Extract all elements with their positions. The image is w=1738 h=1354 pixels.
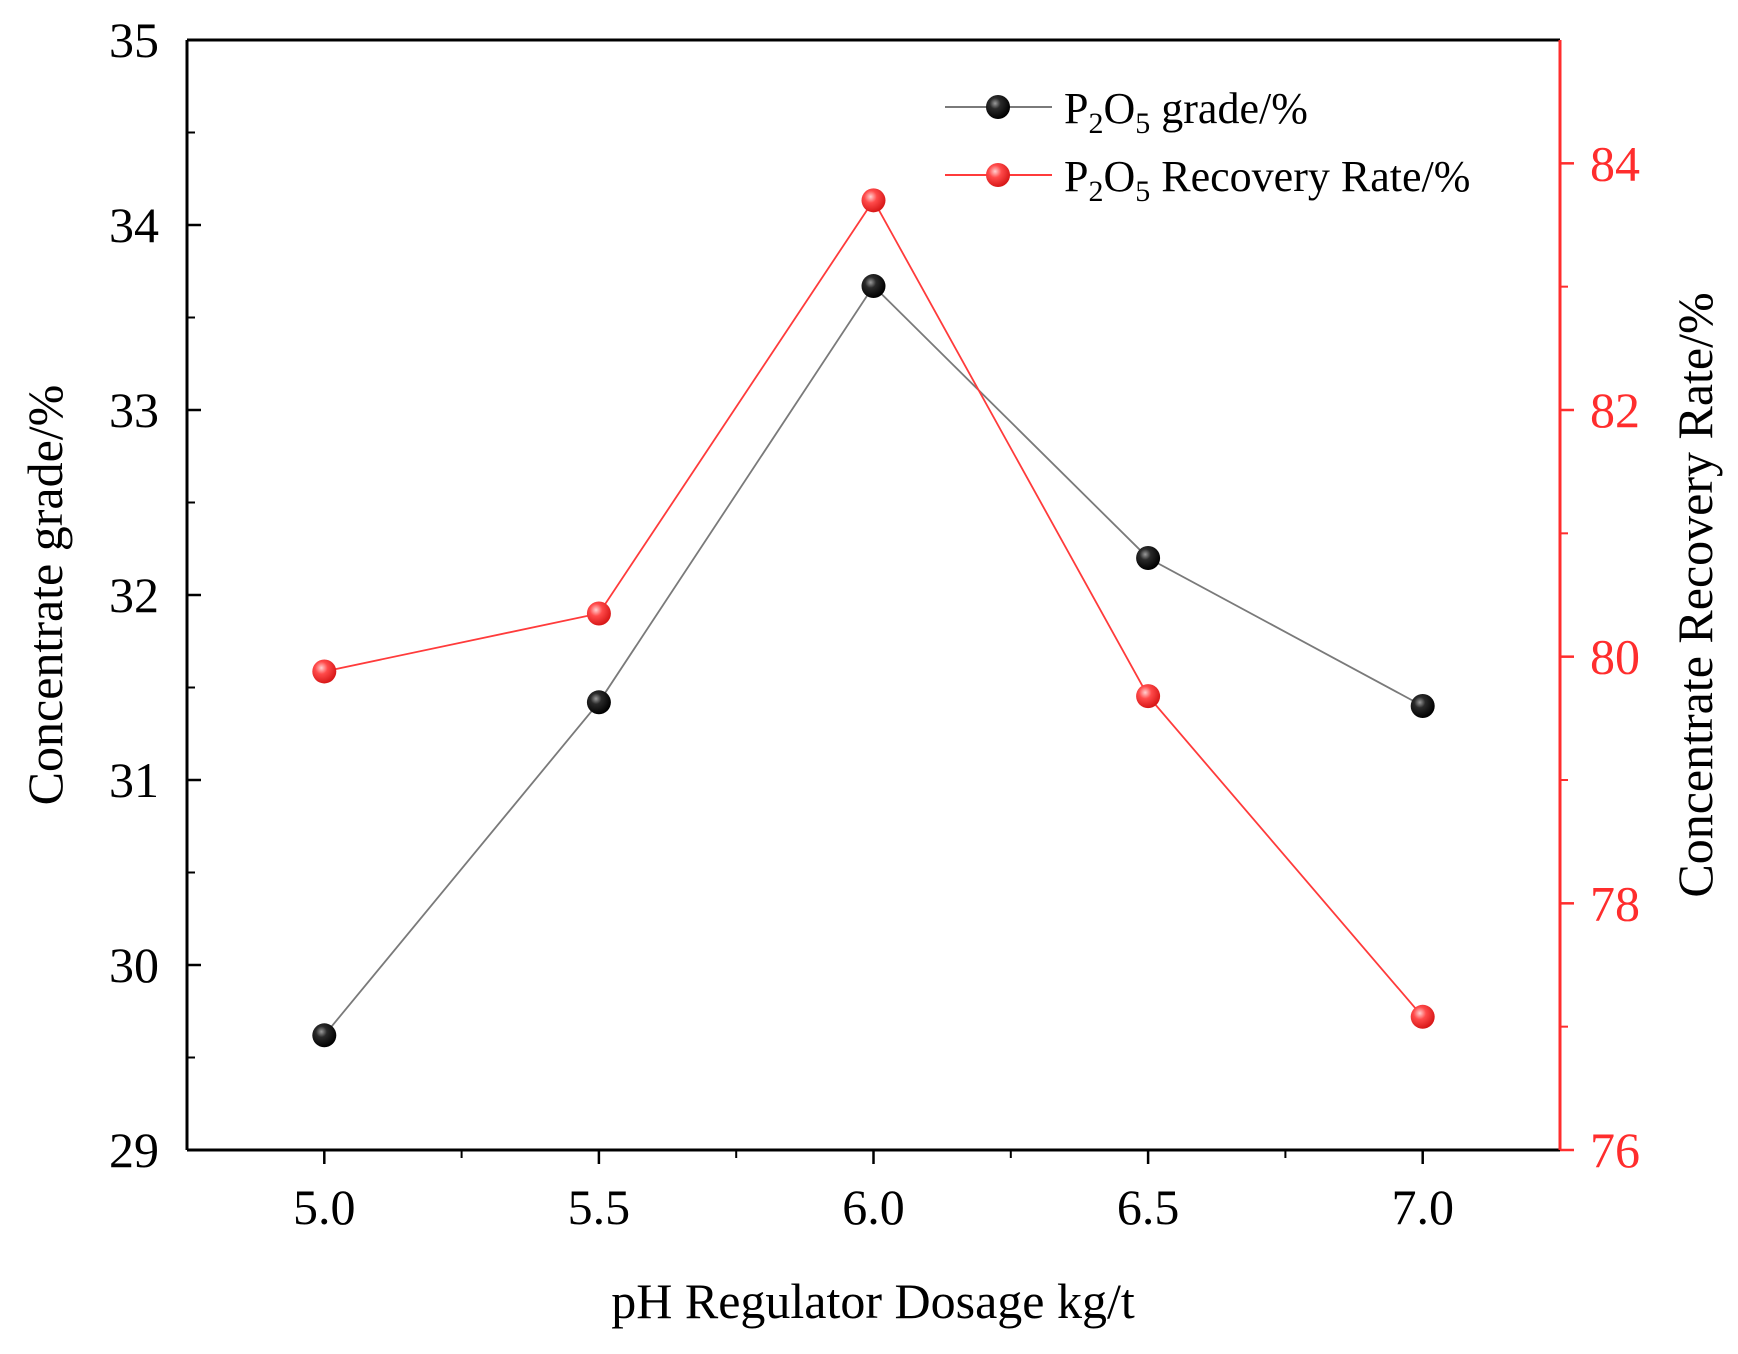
y-right-tick-label-80: 80 — [1590, 629, 1640, 685]
y-left-tick-label-30: 30 — [109, 937, 159, 993]
y-left-tick-label-29: 29 — [109, 1122, 159, 1178]
data-point-grade-6.5 — [1136, 546, 1161, 570]
legend-label-recovery: P2O5 Recovery Rate/% — [1064, 152, 1470, 208]
legend-item-recovery: P2O5 Recovery Rate/% — [945, 152, 1470, 208]
x-tick-label-5.5: 5.5 — [568, 1179, 631, 1235]
y-left-tick-label-35: 35 — [109, 12, 159, 68]
data-point-recovery-5.0 — [312, 659, 337, 684]
series-line-recovery — [324, 198, 1424, 1018]
x-axis-title: pH Regulator Dosage kg/t — [611, 1273, 1135, 1329]
y-right-tick-label-78: 78 — [1590, 875, 1640, 931]
data-point-grade-5.0 — [312, 1023, 337, 1048]
y-right-tick-label-84: 84 — [1590, 135, 1640, 191]
data-point-grade-7.0 — [1410, 694, 1435, 718]
x-tick-label-6.0: 6.0 — [842, 1179, 905, 1235]
legend: P2O5 grade/% P2O5 Recovery Rate/% — [945, 84, 1470, 208]
x-tick-label-6.5: 6.5 — [1117, 1179, 1180, 1235]
y-left-tick-label-34: 34 — [109, 197, 159, 253]
series-line-grade — [323, 284, 1424, 1036]
data-point-recovery-7.0 — [1410, 1004, 1435, 1029]
y-right-tick-label-76: 76 — [1590, 1122, 1640, 1178]
y-axis-title-right: Concentrate Recovery Rate/% — [1667, 292, 1723, 897]
data-point-grade-5.5 — [586, 690, 611, 715]
y-left-tick-label-33: 33 — [109, 382, 159, 438]
y-left-tick-label-32: 32 — [109, 567, 159, 623]
legend-item-grade: P2O5 grade/% — [945, 84, 1308, 140]
legend-marker-grade — [986, 95, 1010, 119]
legend-marker-recovery — [986, 163, 1010, 187]
x-tick-label-7.0: 7.0 — [1391, 1179, 1454, 1235]
y-left-tick-label-31: 31 — [109, 752, 159, 808]
y-axis-title-left: Concentrate grade/% — [17, 385, 73, 806]
data-point-recovery-6.5 — [1136, 684, 1161, 709]
data-point-recovery-6.0 — [861, 188, 886, 213]
legend-label-grade: P2O5 grade/% — [1064, 84, 1308, 140]
x-tick-label-5.0: 5.0 — [293, 1179, 356, 1235]
data-point-recovery-5.5 — [586, 601, 611, 626]
y-right-tick-label-82: 82 — [1590, 382, 1640, 438]
data-point-grade-6.0 — [861, 274, 886, 299]
